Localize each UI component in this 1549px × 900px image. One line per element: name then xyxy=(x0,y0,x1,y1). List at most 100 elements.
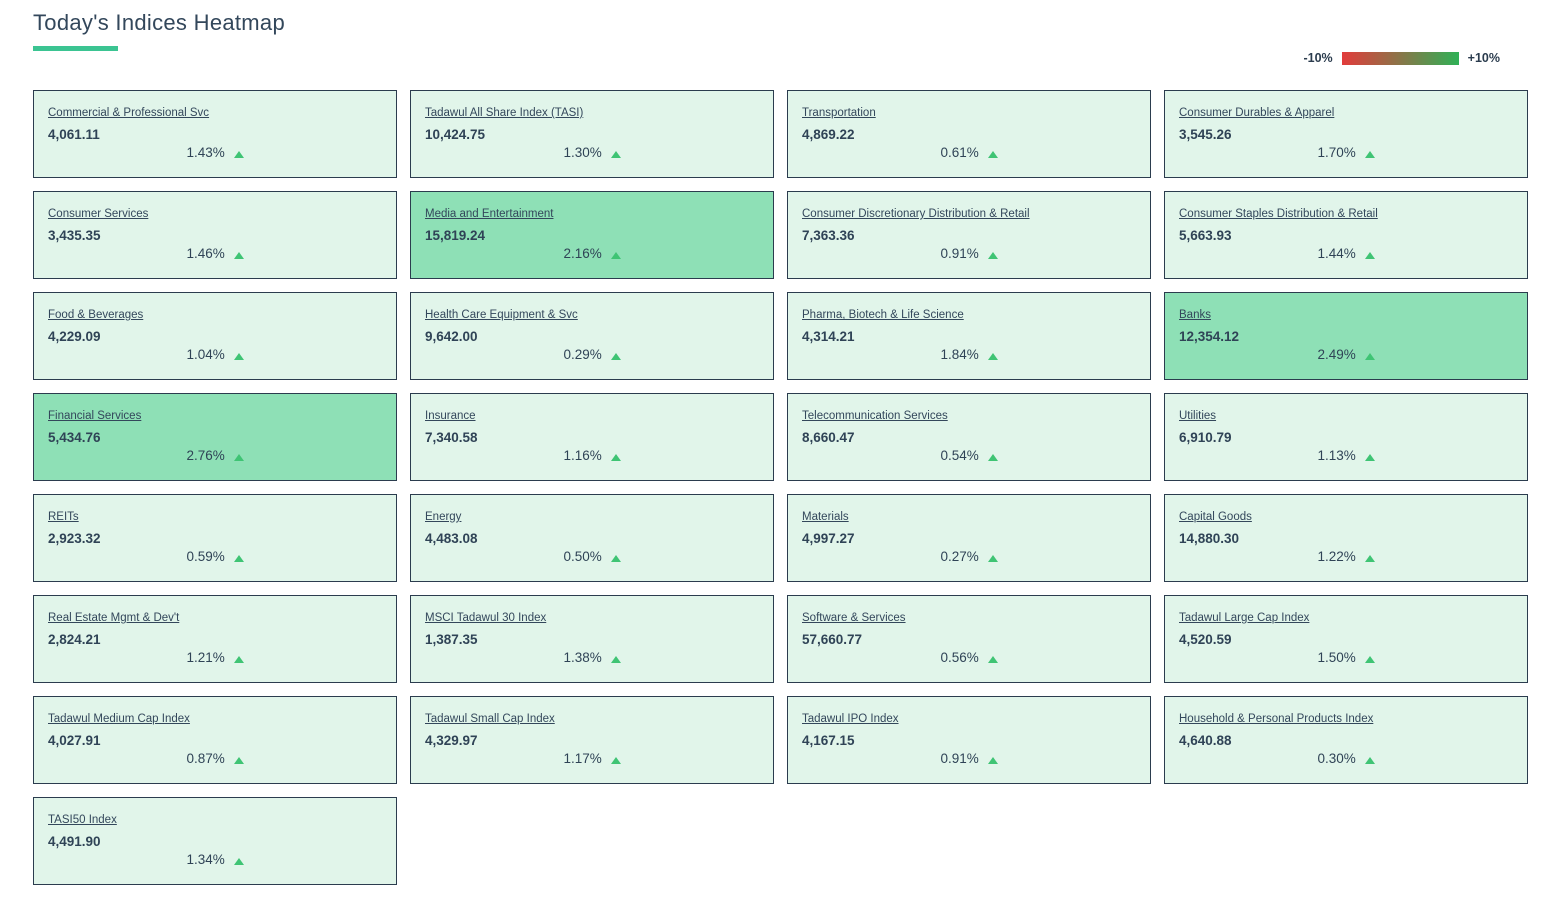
index-name-link[interactable]: Banks xyxy=(1179,309,1211,321)
index-change: 0.61% xyxy=(802,145,1136,160)
index-change-percent: 2.76% xyxy=(186,448,225,463)
index-name-link[interactable]: Insurance xyxy=(425,410,476,422)
index-change: 1.17% xyxy=(425,751,759,766)
index-change: 1.34% xyxy=(48,852,382,867)
index-value: 7,363.36 xyxy=(802,228,855,243)
index-change: 0.50% xyxy=(425,549,759,564)
index-value: 7,340.58 xyxy=(425,430,478,445)
index-name-link[interactable]: Food & Beverages xyxy=(48,309,144,321)
index-name-link[interactable]: REITs xyxy=(48,511,79,523)
index-tile: Tadawul Medium Cap Index 4,027.91 0.87% xyxy=(33,696,397,784)
index-tile: Insurance 7,340.58 1.16% xyxy=(410,393,774,481)
index-name-link[interactable]: Tadawul All Share Index (TASI) xyxy=(425,107,584,119)
up-arrow-icon xyxy=(610,353,621,360)
up-arrow-icon xyxy=(1364,252,1375,259)
index-tile: TASI50 Index 4,491.90 1.34% xyxy=(33,797,397,885)
index-change-percent: 1.13% xyxy=(1317,448,1356,463)
index-name-link[interactable]: Tadawul Large Cap Index xyxy=(1179,612,1310,624)
index-change-percent: 1.16% xyxy=(563,448,602,463)
index-change: 1.13% xyxy=(1179,448,1513,463)
up-arrow-icon xyxy=(233,353,244,360)
index-name-link[interactable]: Media and Entertainment xyxy=(425,208,554,220)
up-arrow-icon xyxy=(1364,454,1375,461)
index-name-link[interactable]: Real Estate Mgmt & Dev't xyxy=(48,612,180,624)
up-arrow-icon xyxy=(1364,757,1375,764)
index-name-link[interactable]: Utilities xyxy=(1179,410,1217,422)
index-tile: Utilities 6,910.79 1.13% xyxy=(1164,393,1528,481)
up-arrow-icon xyxy=(987,656,998,663)
index-name-link[interactable]: MSCI Tadawul 30 Index xyxy=(425,612,547,624)
index-tile: Consumer Durables & Apparel 3,545.26 1.7… xyxy=(1164,90,1528,178)
index-change-percent: 0.91% xyxy=(940,751,979,766)
index-change: 0.54% xyxy=(802,448,1136,463)
index-value: 3,545.26 xyxy=(1179,127,1232,142)
up-arrow-icon xyxy=(610,757,621,764)
up-arrow-icon xyxy=(233,858,244,865)
index-tile: Consumer Staples Distribution & Retail 5… xyxy=(1164,191,1528,279)
index-tile: Materials 4,997.27 0.27% xyxy=(787,494,1151,582)
legend-gradient-bar xyxy=(1341,51,1459,65)
index-value: 12,354.12 xyxy=(1179,329,1240,344)
heatmap-color-legend: -10% +10% xyxy=(1303,51,1500,65)
index-name-link[interactable]: Consumer Services xyxy=(48,208,149,220)
index-name-link[interactable]: Telecommunication Services xyxy=(802,410,948,422)
index-change-percent: 1.70% xyxy=(1317,145,1356,160)
index-change: 1.38% xyxy=(425,650,759,665)
index-value: 4,061.11 xyxy=(48,127,100,142)
index-change: 1.43% xyxy=(48,145,382,160)
up-arrow-icon xyxy=(233,555,244,562)
index-name-link[interactable]: Transportation xyxy=(802,107,876,119)
index-value: 8,660.47 xyxy=(802,430,855,445)
index-name-link[interactable]: Commercial & Professional Svc xyxy=(48,107,210,119)
index-change: 0.59% xyxy=(48,549,382,564)
index-value: 9,642.00 xyxy=(425,329,478,344)
index-name-link[interactable]: Consumer Staples Distribution & Retail xyxy=(1179,208,1378,220)
index-change-percent: 1.38% xyxy=(563,650,602,665)
index-value: 4,491.90 xyxy=(48,834,101,849)
index-tile: Tadawul Small Cap Index 4,329.97 1.17% xyxy=(410,696,774,784)
index-change: 2.49% xyxy=(1179,347,1513,362)
index-value: 4,229.09 xyxy=(48,329,101,344)
index-value: 10,424.75 xyxy=(425,127,486,142)
index-tile: Banks 12,354.12 2.49% xyxy=(1164,292,1528,380)
index-tile: Transportation 4,869.22 0.61% xyxy=(787,90,1151,178)
index-name-link[interactable]: Consumer Discretionary Distribution & Re… xyxy=(802,208,1030,220)
index-name-link[interactable]: Health Care Equipment & Svc xyxy=(425,309,578,321)
title-accent-bar xyxy=(33,46,118,51)
index-change-percent: 0.50% xyxy=(563,549,602,564)
up-arrow-icon xyxy=(610,151,621,158)
index-name-link[interactable]: TASI50 Index xyxy=(48,814,117,826)
up-arrow-icon xyxy=(233,151,244,158)
index-name-link[interactable]: Household & Personal Products Index xyxy=(1179,713,1374,725)
index-change: 0.91% xyxy=(802,751,1136,766)
index-name-link[interactable]: Capital Goods xyxy=(1179,511,1252,523)
index-name-link[interactable]: Pharma, Biotech & Life Science xyxy=(802,309,964,321)
index-name-link[interactable]: Consumer Durables & Apparel xyxy=(1179,107,1335,119)
index-value: 3,435.35 xyxy=(48,228,101,243)
up-arrow-icon xyxy=(987,151,998,158)
legend-min-label: -10% xyxy=(1303,51,1333,65)
up-arrow-icon xyxy=(610,454,621,461)
index-name-link[interactable]: Tadawul IPO Index xyxy=(802,713,899,725)
index-change: 0.30% xyxy=(1179,751,1513,766)
up-arrow-icon xyxy=(233,454,244,461)
up-arrow-icon xyxy=(987,757,998,764)
index-name-link[interactable]: Financial Services xyxy=(48,410,142,422)
index-tile: Commercial & Professional Svc 4,061.11 1… xyxy=(33,90,397,178)
up-arrow-icon xyxy=(987,454,998,461)
index-value: 4,167.15 xyxy=(802,733,855,748)
index-change-percent: 1.04% xyxy=(186,347,225,362)
index-change: 0.29% xyxy=(425,347,759,362)
index-change-percent: 1.17% xyxy=(563,751,602,766)
index-name-link[interactable]: Materials xyxy=(802,511,849,523)
index-value: 4,483.08 xyxy=(425,531,478,546)
index-tile: Consumer Services 3,435.35 1.46% xyxy=(33,191,397,279)
index-tile: Tadawul All Share Index (TASI) 10,424.75… xyxy=(410,90,774,178)
index-value: 4,869.22 xyxy=(802,127,855,142)
index-name-link[interactable]: Energy xyxy=(425,511,462,523)
page-header: Today's Indices Heatmap xyxy=(33,10,1528,51)
index-name-link[interactable]: Tadawul Medium Cap Index xyxy=(48,713,190,725)
index-name-link[interactable]: Tadawul Small Cap Index xyxy=(425,713,555,725)
index-tile: Pharma, Biotech & Life Science 4,314.21 … xyxy=(787,292,1151,380)
index-name-link[interactable]: Software & Services xyxy=(802,612,906,624)
